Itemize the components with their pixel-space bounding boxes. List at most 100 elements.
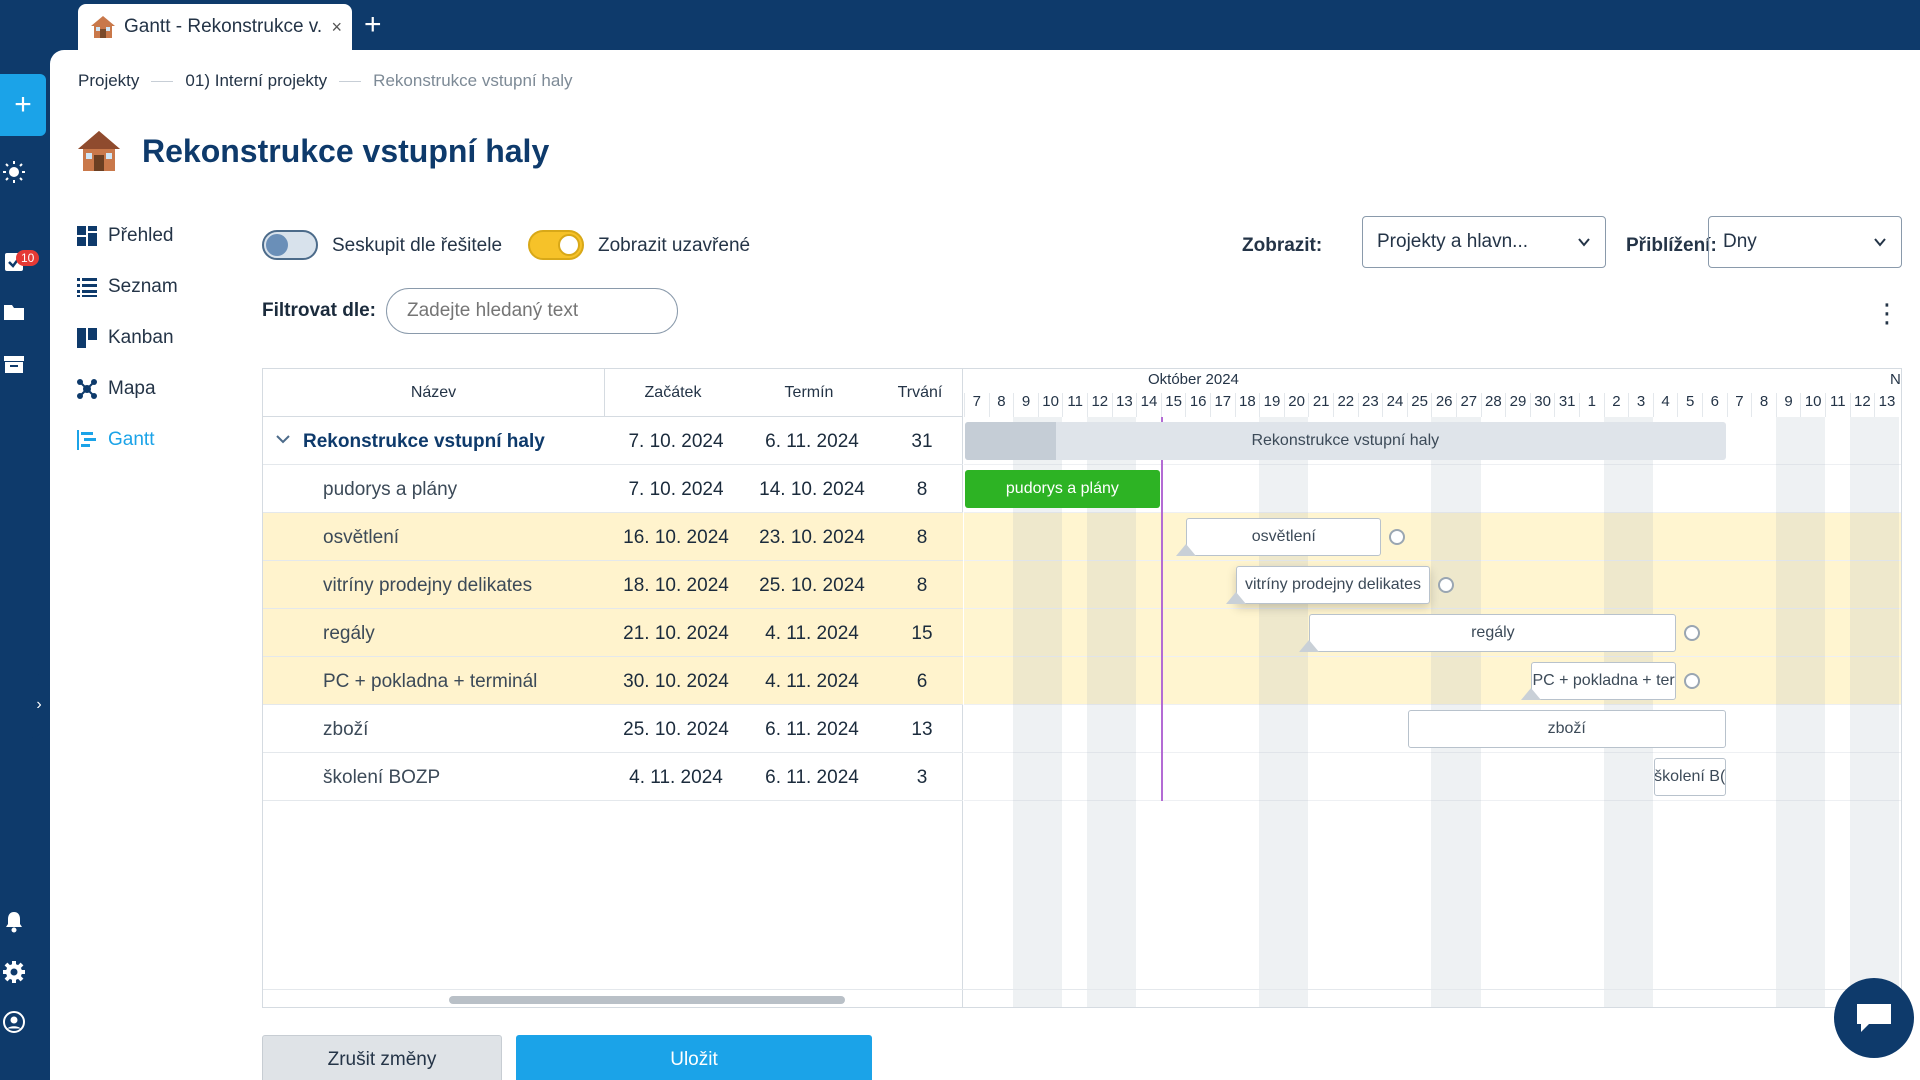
task-bar[interactable]: PC + pokladna + ter	[1530, 662, 1677, 700]
filter-label: Filtrovat dle:	[262, 300, 377, 321]
task-start: 25. 10. 2024	[623, 719, 729, 740]
timeline-row	[964, 561, 1901, 609]
user-icon[interactable]	[2, 1010, 26, 1034]
task-bar[interactable]: osvětlení	[1186, 518, 1382, 556]
column-header-end[interactable]: Termín	[741, 369, 877, 417]
nav-item-gantt[interactable]: Gantt	[76, 414, 178, 465]
day-header: 29	[1505, 393, 1530, 417]
group-by-assignee-label: Seskupit dle řešitele	[332, 235, 503, 256]
timeline-row	[964, 417, 1901, 465]
table-row[interactable]: PC + pokladna + terminál 30. 10. 2024 4. 1…	[263, 657, 963, 705]
list-icon	[77, 277, 97, 297]
day-header: 21	[1308, 393, 1333, 417]
day-header: 25	[1406, 393, 1432, 417]
day-header: 30	[1529, 393, 1555, 417]
nav-item-kanban[interactable]: Kanban	[76, 312, 178, 363]
gear-icon[interactable]	[2, 960, 26, 984]
column-header-start[interactable]: Začátek	[605, 369, 741, 417]
bar-label: PC + pokladna + ter	[1532, 672, 1675, 689]
dependency-end-handle[interactable]	[1684, 673, 1701, 689]
add-button[interactable]: +	[0, 74, 46, 136]
day-header: 8	[1751, 393, 1776, 417]
nav-item-label: Kanban	[108, 326, 174, 348]
close-icon[interactable]: ×	[331, 16, 342, 37]
table-row[interactable]: regály 21. 10. 2024 4. 11. 2024 15	[263, 609, 963, 657]
table-row-parent[interactable]: Rekonstrukce vstupní haly 7. 10. 2024 6. 1…	[263, 417, 963, 465]
weekend-column	[1037, 417, 1063, 1007]
day-header: 10	[1037, 393, 1063, 417]
breadcrumb-internal-projects[interactable]: 01) Interní projekty	[185, 71, 328, 90]
nav-item-list[interactable]: Seznam	[76, 261, 178, 312]
task-end: 4. 11. 2024	[765, 671, 859, 692]
chat-button[interactable]	[1834, 978, 1914, 1058]
nav-item-map[interactable]: Mapa	[76, 363, 178, 414]
save-button[interactable]: Uložit	[516, 1035, 872, 1080]
task-end: 23. 10. 2024	[759, 527, 865, 548]
show-closed-toggle[interactable]	[528, 230, 584, 260]
task-duration: 13	[911, 719, 933, 740]
task-duration: 3	[916, 767, 928, 788]
dependency-start-handle[interactable]	[1225, 592, 1246, 604]
project-summary-bar[interactable]: Rekonstrukce vstupní haly	[965, 422, 1726, 460]
folder-icon[interactable]	[2, 300, 26, 324]
dependency-end-handle[interactable]	[1438, 577, 1455, 593]
nav-item-overview[interactable]: Přehled	[76, 210, 178, 261]
page-title: Rekonstrukce vstupní haly	[142, 132, 550, 169]
zoom-label: Přiblížení:	[1626, 235, 1717, 256]
new-tab-button[interactable]: +	[364, 8, 382, 41]
scrollbar-thumb[interactable]	[449, 996, 845, 1004]
table-row[interactable]: vitríny prodejny delikates 18. 10. 2024 25…	[263, 561, 963, 609]
house-icon	[78, 131, 120, 171]
task-bar[interactable]: regály	[1309, 614, 1677, 652]
dependency-end-handle[interactable]	[1389, 529, 1406, 545]
bar-label: osvětlení	[1251, 528, 1316, 545]
table-row[interactable]: osvětlení 16. 10. 2024 23. 10. 2024 8	[263, 513, 963, 561]
sun-icon[interactable]	[2, 160, 26, 184]
bar-label: Rekonstrukce vstupní haly	[1251, 432, 1440, 449]
nav-item-label: Gantt	[108, 428, 155, 450]
timeline-row	[964, 657, 1901, 705]
day-header: 11	[1825, 393, 1850, 417]
table-row[interactable]: zboží 25. 10. 2024 6. 11. 2024 13	[263, 705, 963, 753]
day-header: 18	[1234, 393, 1260, 417]
project-nav: Přehled Seznam Kanban Mapa	[76, 210, 178, 465]
task-bar[interactable]: zboží	[1407, 710, 1726, 748]
show-select[interactable]: Projekty a hlavn...	[1362, 216, 1606, 268]
task-end: 6. 11. 2024	[765, 431, 859, 452]
kanban-icon	[77, 327, 97, 348]
task-bar[interactable]: vitríny prodejny delikates	[1235, 566, 1431, 604]
breadcrumb-projects[interactable]: Projekty	[78, 71, 140, 90]
filter-input[interactable]	[386, 288, 678, 334]
task-bar[interactable]: školení B(	[1653, 758, 1726, 796]
dependency-start-handle[interactable]	[1299, 640, 1320, 652]
bar-label: pudorys a plány	[1005, 480, 1119, 497]
left-rail: + 10	[0, 50, 50, 1080]
bell-icon[interactable]	[2, 910, 26, 934]
column-header-duration[interactable]: Trvání	[877, 369, 963, 417]
dependency-start-handle[interactable]	[1176, 544, 1197, 556]
more-options-icon[interactable]: ⋮	[1874, 298, 1900, 328]
next-month-label: N	[1890, 371, 1901, 388]
browser-tab[interactable]: Gantt - Rekonstrukce v. ×	[78, 4, 352, 50]
sidebar-expand-toggle[interactable]: ›	[28, 672, 50, 738]
task-bar[interactable]: pudorys a plány	[965, 470, 1160, 508]
group-by-assignee-toggle[interactable]	[262, 230, 318, 260]
dependency-end-handle[interactable]	[1684, 625, 1701, 641]
weekend-column	[1874, 417, 1899, 1007]
chevron-down-icon[interactable]	[275, 431, 291, 447]
show-closed-label: Zobrazit uzavřené	[598, 235, 751, 256]
table-row[interactable]: školení BOZP 4. 11. 2024 6. 11. 2024 3	[263, 753, 963, 801]
timeline-row	[964, 753, 1901, 801]
task-duration: 8	[916, 575, 928, 596]
table-row[interactable]: pudorys a plány 7. 10. 2024 14. 10. 2024 8	[263, 465, 963, 513]
gantt-grid: Název Začátek Termín Trvání Rekonstrukce…	[262, 368, 1902, 1008]
task-end: 4. 11. 2024	[765, 623, 859, 644]
task-name: vitríny prodejny delikates	[323, 575, 533, 596]
cancel-changes-button[interactable]: Zrušit změny	[262, 1035, 502, 1080]
column-header-name[interactable]: Název	[263, 369, 605, 417]
day-header: 19	[1259, 393, 1284, 417]
dependency-start-handle[interactable]	[1520, 688, 1541, 700]
zoom-select[interactable]: Dny	[1708, 216, 1902, 268]
horizontal-scrollbar[interactable]	[263, 989, 1901, 1007]
archive-icon[interactable]	[2, 352, 26, 376]
